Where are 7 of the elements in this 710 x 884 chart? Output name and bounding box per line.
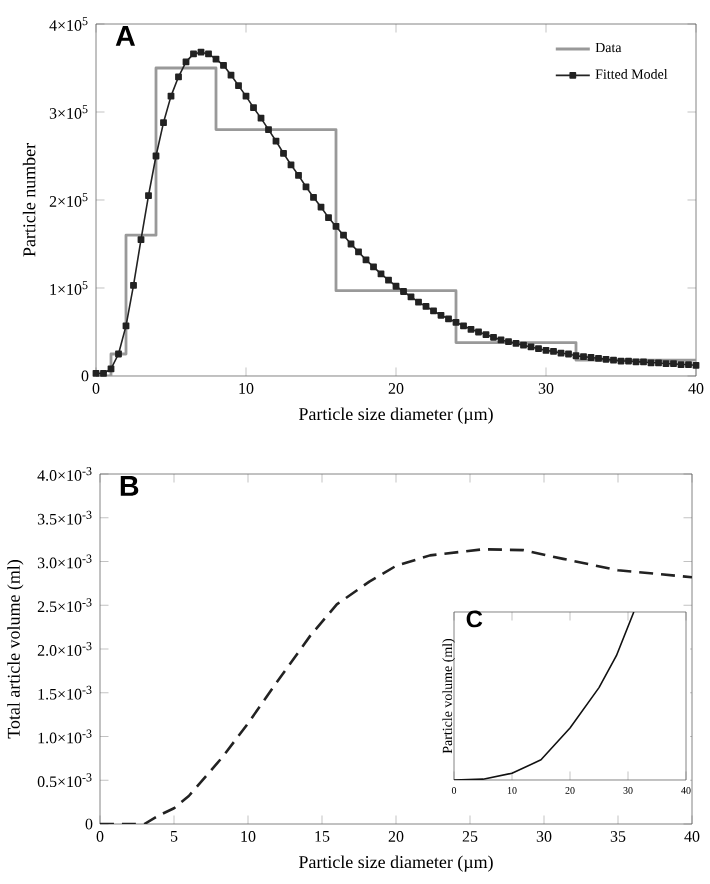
x-axis-title: Particle size diameter (µm) xyxy=(299,855,493,872)
x-axis-title: Particle size diameter (µm) xyxy=(299,407,493,424)
chart-title: B xyxy=(120,476,139,496)
y-axis-title: Particle number xyxy=(22,143,36,257)
y-axis-title: Total article volume (ml) xyxy=(7,559,24,739)
chart-title: A xyxy=(115,26,136,46)
chart-title: C xyxy=(466,610,483,628)
